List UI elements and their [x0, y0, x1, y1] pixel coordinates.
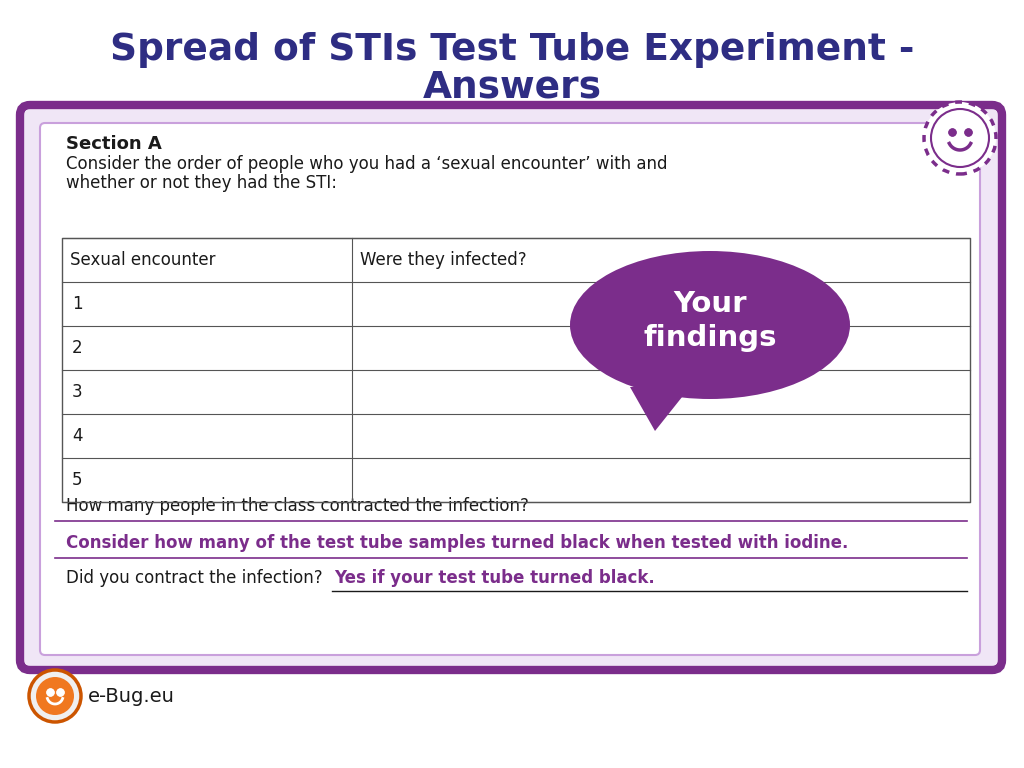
FancyBboxPatch shape: [20, 105, 1002, 670]
Circle shape: [924, 102, 996, 174]
Text: 4: 4: [72, 427, 83, 445]
Text: Section A: Section A: [66, 135, 162, 153]
Text: How many people in the class contracted the infection?: How many people in the class contracted …: [66, 497, 528, 515]
Text: e-Bug.eu: e-Bug.eu: [88, 687, 175, 706]
Text: Did you contract the infection?: Did you contract the infection?: [66, 569, 328, 587]
Text: Consider how many of the test tube samples turned black when tested with iodine.: Consider how many of the test tube sampl…: [66, 534, 848, 552]
Circle shape: [29, 670, 81, 722]
Ellipse shape: [570, 251, 850, 399]
Circle shape: [931, 109, 989, 167]
Text: 3: 3: [72, 383, 83, 401]
Text: 1: 1: [72, 295, 83, 313]
Text: 5: 5: [72, 471, 83, 489]
FancyBboxPatch shape: [40, 123, 980, 655]
Polygon shape: [630, 387, 690, 431]
Text: Yes if your test tube turned black.: Yes if your test tube turned black.: [334, 569, 654, 587]
Text: Your
findings: Your findings: [643, 290, 777, 352]
Text: Spread of STIs Test Tube Experiment -: Spread of STIs Test Tube Experiment -: [110, 32, 914, 68]
Text: 2: 2: [72, 339, 83, 357]
Text: whether or not they had the STI:: whether or not they had the STI:: [66, 174, 337, 192]
Text: Sexual encounter: Sexual encounter: [70, 251, 215, 269]
Text: Were they infected?: Were they infected?: [360, 251, 526, 269]
Text: Consider the order of people who you had a ‘sexual encounter’ with and: Consider the order of people who you had…: [66, 155, 668, 173]
Text: Answers: Answers: [423, 70, 601, 106]
Bar: [62, 238, 970, 502]
Circle shape: [36, 677, 74, 715]
